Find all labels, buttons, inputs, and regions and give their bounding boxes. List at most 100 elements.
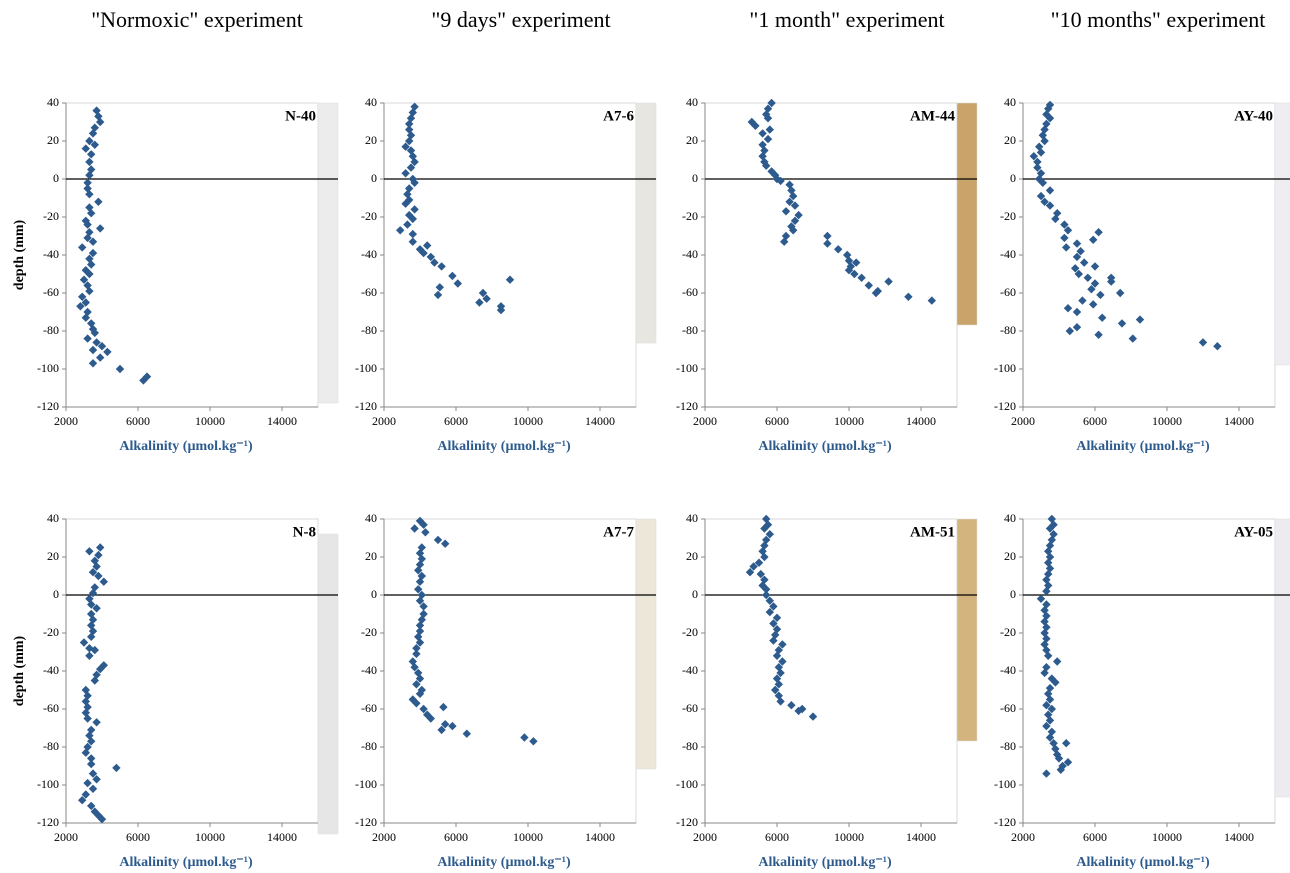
y-tick-label: 0 (371, 171, 377, 185)
data-point (87, 209, 96, 218)
data-point (1047, 535, 1056, 545)
data-point (78, 796, 87, 805)
data-point (78, 243, 87, 252)
data-point (1072, 323, 1082, 332)
data-point (1044, 689, 1053, 698)
data-point (87, 632, 96, 641)
data-point (419, 248, 428, 258)
data-point (439, 702, 448, 712)
column-title: "9 days" experiment (431, 7, 610, 32)
data-point (83, 220, 92, 229)
x-tick-label: 14000 (267, 414, 297, 428)
x-axis-label: Alkalinity (µmol.kg⁻¹) (1076, 439, 1210, 454)
data-point (1038, 178, 1047, 187)
data-point (1054, 754, 1064, 763)
x-tick-label: 6000 (1083, 414, 1107, 428)
data-point (76, 302, 85, 311)
y-tick-label: -100 (355, 777, 377, 791)
data-point (760, 575, 769, 584)
data-point (103, 347, 112, 357)
data-point (87, 737, 96, 746)
y-tick-label: 20 (365, 133, 377, 147)
data-point (90, 807, 99, 816)
data-point (1094, 330, 1103, 339)
data-point (1036, 148, 1046, 157)
x-tick-label: 10000 (195, 414, 225, 428)
data-point (81, 144, 90, 153)
x-axis-label: Alkalinity (µmol.kg⁻¹) (119, 855, 253, 870)
data-point (760, 524, 769, 533)
y-tick-label: -60 (1000, 285, 1016, 299)
data-point (1051, 214, 1060, 224)
data-point (794, 210, 803, 220)
plot-area (704, 102, 958, 408)
data-point (774, 645, 783, 655)
data-point (1071, 264, 1080, 273)
data-point (85, 286, 94, 296)
y-tick-label: -120 (37, 815, 59, 829)
data-point (83, 702, 92, 712)
data-point (448, 271, 457, 281)
data-point (85, 190, 94, 199)
y-tick-label: -40 (1000, 663, 1016, 677)
y-tick-label: -100 (355, 361, 377, 375)
data-point (406, 146, 416, 155)
y-tick-label: 20 (1004, 549, 1016, 563)
y-tick-label: -80 (43, 323, 59, 337)
panel: -120 -100 -80 -60 -40 -20 0 20 40 2000 6000 10000 14… (994, 95, 1290, 454)
data-point (1045, 114, 1055, 123)
data-point (96, 353, 105, 362)
y-tick-label: 40 (47, 95, 59, 109)
y-tick-label: -20 (682, 625, 698, 639)
data-point (96, 117, 105, 127)
data-point (415, 560, 425, 569)
data-point (88, 626, 98, 636)
x-tick-label: 2000 (693, 830, 717, 844)
data-point (410, 178, 419, 187)
data-point (88, 784, 98, 793)
y-tick-label: -80 (1000, 739, 1016, 753)
data-point (1040, 617, 1049, 626)
data-point (85, 269, 94, 279)
data-point (758, 129, 767, 138)
plot-area (383, 518, 637, 824)
data-point (1042, 119, 1051, 129)
data-point (88, 248, 98, 258)
core-image (635, 518, 657, 770)
data-point (423, 710, 432, 719)
data-point (871, 288, 881, 298)
data-point (419, 704, 428, 714)
data-point (423, 241, 432, 250)
data-point (90, 583, 99, 592)
data-point (408, 229, 417, 239)
x-tick-label: 10000 (513, 830, 543, 844)
data-point (97, 342, 107, 351)
data-point (785, 197, 794, 206)
data-point (83, 334, 92, 343)
data-point (823, 231, 832, 241)
data-point (87, 319, 96, 328)
data-point (790, 216, 800, 225)
y-tick-label: 40 (686, 511, 698, 525)
panel-title: A7-6 (603, 108, 634, 124)
data-point (412, 699, 421, 708)
data-point (1035, 142, 1044, 151)
y-tick-label: -20 (361, 209, 377, 223)
x-tick-label: 14000 (585, 830, 615, 844)
x-tick-label: 14000 (267, 830, 297, 844)
data-point (415, 596, 425, 605)
y-tick-label: -40 (361, 663, 377, 677)
data-point (1035, 174, 1044, 184)
data-point (1053, 657, 1062, 666)
plot-area (65, 518, 319, 824)
x-axis-label: Alkalinity (µmol.kg⁻¹) (1076, 855, 1210, 870)
panel-title: AY-40 (1234, 108, 1273, 124)
x-tick-label: 10000 (834, 830, 864, 844)
data-point (87, 759, 96, 769)
x-tick-label: 10000 (195, 830, 225, 844)
data-point (430, 258, 439, 267)
y-tick-label: -120 (37, 399, 59, 413)
data-point (405, 136, 414, 146)
data-point (96, 224, 105, 233)
panel-title: N-40 (285, 108, 316, 124)
